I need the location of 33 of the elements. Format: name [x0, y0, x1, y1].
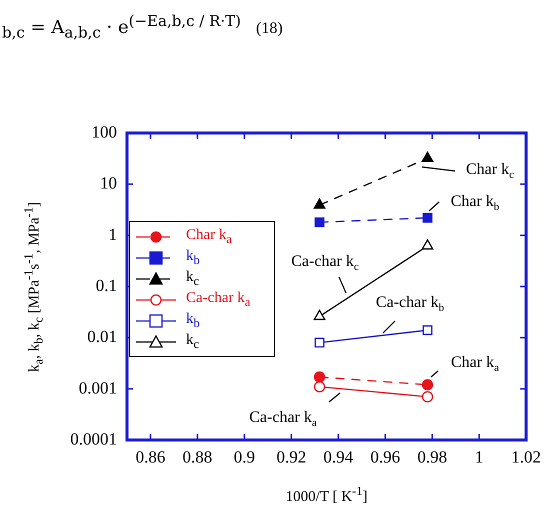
point [422, 212, 432, 223]
point [422, 325, 432, 336]
x-tick-label: 1 [474, 448, 484, 467]
x-tick-label: 0.86 [136, 448, 166, 467]
point [422, 379, 434, 390]
y-tick-label: 1 [108, 224, 117, 244]
y-tick-label: 0.01 [87, 327, 117, 346]
y-tick-label: 10 [100, 174, 117, 193]
y-tick-label: 0.0001 [70, 429, 117, 448]
x-tick-label: 0.88 [182, 448, 212, 467]
point [422, 391, 434, 402]
text: $_{b,c}$ = A$_{a,b,c}$ · e$^{(−Ea,b,c / R·T)}$ [2, 12, 241, 42]
point [314, 338, 324, 348]
x-tick-label: 1.02 [511, 448, 541, 467]
legend-label: k$_{b}$ [186, 248, 200, 268]
legend-label: k$_{c}$ [186, 332, 200, 352]
x-tick-label: 0.92 [276, 448, 306, 467]
legend-label: k$_{c}$ [186, 268, 200, 288]
y-tick-label: 0.1 [96, 276, 117, 295]
y-tick-label: 0.001 [78, 378, 117, 398]
x-tick-label: 0.96 [370, 448, 400, 467]
point [314, 371, 326, 383]
x-axis-title: 1000/T [ K$^{-1}$] [286, 484, 368, 506]
point [314, 381, 326, 392]
x-tick-label: 0.9 [234, 448, 256, 467]
x-tick-label: 0.98 [417, 448, 448, 467]
point [314, 217, 324, 228]
y-tick-label: 100 [92, 122, 117, 142]
text: (18) [256, 20, 283, 38]
x-tick-label: 0.94 [323, 448, 354, 467]
legend-label: Char k$_{a}$ [186, 226, 232, 246]
legend-label: k$_{b}$ [186, 310, 200, 330]
legend-label: Ca-char k$_{a}$ [186, 290, 250, 310]
